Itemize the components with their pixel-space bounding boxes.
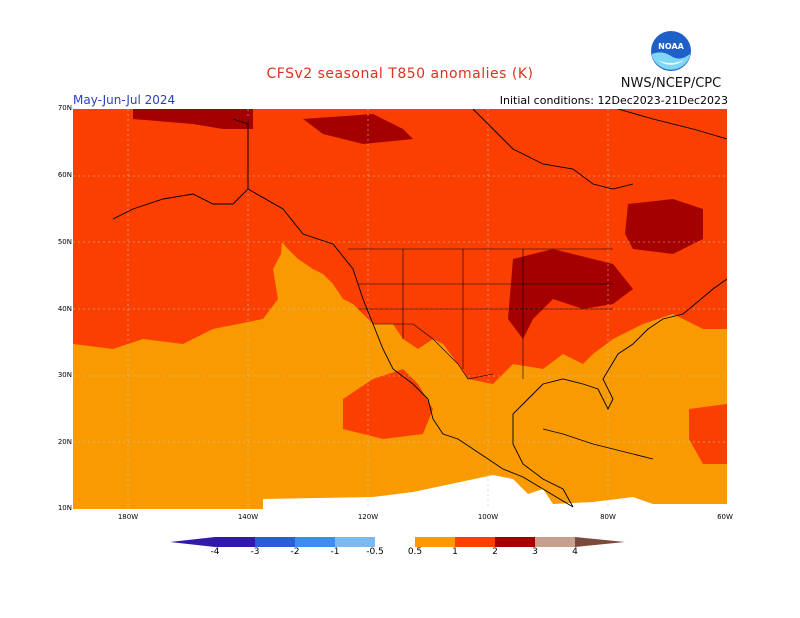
legend-arrow-high: [575, 537, 625, 547]
legend-label: -3: [250, 547, 260, 557]
legend-label: 2: [492, 547, 498, 557]
legend-arrow-low: [170, 537, 215, 547]
legend-label: 4: [572, 547, 578, 557]
initial-conditions-label: Initial conditions: 12Dec2023-21Dec2023: [499, 94, 728, 107]
legend-swatch: [375, 537, 415, 547]
chart-title: CFSv2 seasonal T850 anomalies (K): [266, 66, 534, 82]
lon-tick: 80W: [600, 513, 616, 521]
lon-tick: 60W: [717, 513, 733, 521]
legend-label: -4: [210, 547, 220, 557]
legend-label: 3: [532, 547, 538, 557]
legend-swatch: [215, 537, 255, 547]
anomaly-map: [73, 109, 727, 509]
anomaly-band-1-2-mexico: [343, 369, 433, 439]
legend-label: -2: [290, 547, 300, 557]
logo-text: NOAA: [658, 42, 684, 51]
anomaly-band-2-3-north: [133, 109, 253, 129]
agency-label: NWS/NCEP/CPC: [620, 76, 722, 91]
political-borders: [247, 119, 613, 380]
lon-tick: 100W: [477, 513, 499, 521]
lat-tick: 70N: [57, 104, 72, 112]
lat-tick: 30N: [57, 371, 72, 379]
season-label: May-Jun-Jul 2024: [73, 93, 176, 107]
legend-label: 0.5: [407, 547, 423, 557]
anomaly-band-2-3-greatlakes: [508, 249, 633, 339]
lat-tick: 10N: [57, 504, 72, 512]
legend-label: -1: [330, 547, 340, 557]
legend-swatch: [535, 537, 575, 547]
anomaly-band-1-2-atlantic: [689, 404, 727, 464]
coastlines: [112, 109, 727, 508]
legend-label: 1: [452, 547, 458, 557]
lon-tick: 180W: [117, 513, 139, 521]
legend-swatch: [255, 537, 295, 547]
legend-swatch: [295, 537, 335, 547]
lat-tick: 40N: [57, 305, 72, 313]
lat-tick: 60N: [57, 171, 72, 179]
lon-tick: 120W: [357, 513, 379, 521]
legend-swatch: [415, 537, 455, 547]
legend-swatch: [335, 537, 375, 547]
anomaly-band-2-3-canada: [303, 114, 413, 144]
anomaly-band-1-2-north: [73, 109, 727, 384]
lon-tick: 140W: [237, 513, 259, 521]
color-legend: [170, 537, 625, 547]
noaa-logo: NOAA: [650, 30, 692, 72]
lat-tick: 50N: [57, 238, 72, 246]
legend-label: -0.5: [366, 547, 384, 557]
legend-swatch: [495, 537, 535, 547]
lat-tick: 20N: [57, 438, 72, 446]
legend-swatch: [455, 537, 495, 547]
anomaly-band-neutral: [263, 475, 727, 509]
anomaly-band-2-3-quebec: [625, 199, 703, 254]
